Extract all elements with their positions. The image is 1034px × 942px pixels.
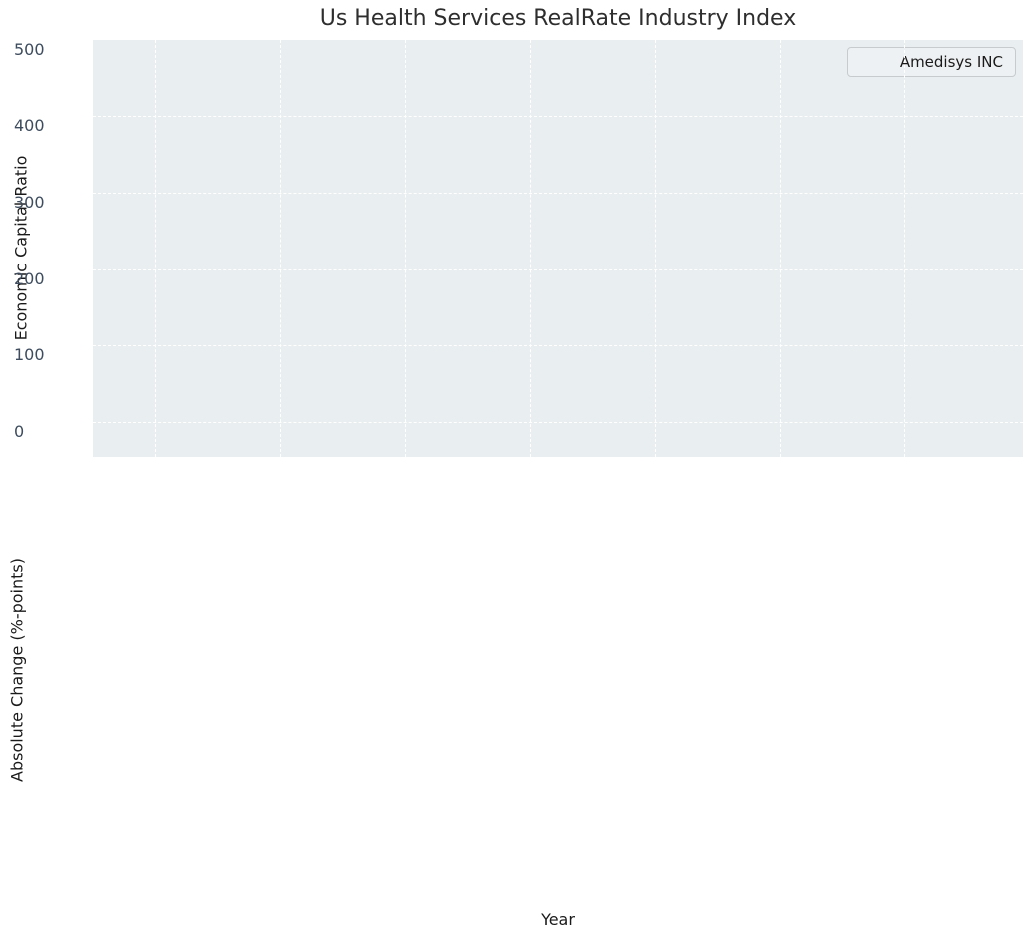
gridline-horizontal [93,116,1023,118]
y-tick-label: 300 [14,192,45,212]
y-tick-label: 500 [14,40,45,59]
gridline-vertical [405,40,407,457]
gridline-vertical [155,40,157,457]
x-axis-label: Year [541,910,575,929]
chart-title: Us Health Services RealRate Industry Ind… [319,6,797,31]
y-axis-label-top: Economic Capital Ratio [11,155,31,341]
gridline-horizontal [93,269,1023,271]
legend-line-icon [860,61,890,64]
y-tick-label: 100 [14,345,45,365]
gridline-vertical [654,40,656,457]
gridline-horizontal [93,345,1023,347]
gridline-vertical [529,40,531,457]
gridline-vertical [280,40,282,457]
y-axis-label-bottom: Absolute Change (%-points) [7,558,27,782]
gridline-horizontal [93,192,1023,194]
y-tick-label: 0 [14,421,25,441]
y-tick-label: 200 [14,269,45,289]
gridline-vertical [904,40,906,457]
legend-box: Amedisys INC [846,47,1016,77]
gridline-vertical [779,40,781,457]
legend-entry-label: Amedisys INC [899,53,1003,71]
gridline-horizontal [93,421,1023,423]
absolute-change-plot [93,462,1023,878]
y-tick-label: 400 [14,116,45,136]
economic-capital-ratio-plot [93,40,1023,457]
